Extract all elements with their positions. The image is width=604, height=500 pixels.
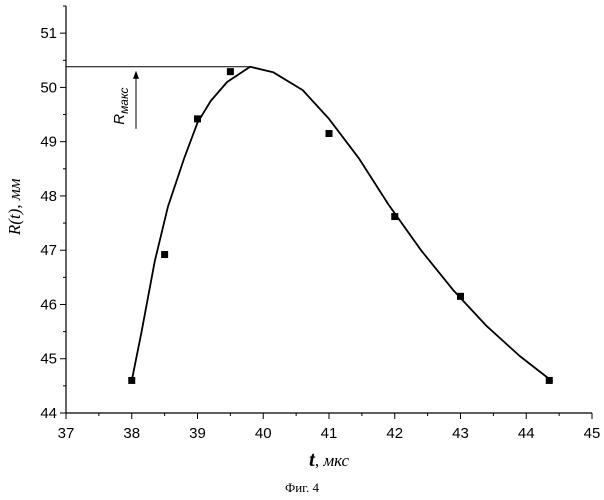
x-tick-label: 44 (518, 425, 535, 442)
x-tick-label: 37 (58, 425, 75, 442)
rmax-label-main: R (111, 114, 128, 125)
x-tick-label: 40 (255, 425, 272, 442)
x-tick-label: 45 (584, 425, 601, 442)
data-point-marker (128, 377, 135, 384)
y-tick-label: 51 (40, 25, 57, 42)
data-point-marker (457, 293, 464, 300)
fit-curve (132, 67, 553, 382)
x-tick-label: 38 (123, 425, 140, 442)
data-point-marker (391, 213, 398, 220)
y-tick-label: 45 (40, 351, 57, 368)
x-axis-title-separator: , (315, 451, 324, 470)
data-point-marker (161, 251, 168, 258)
data-point-marker (227, 68, 234, 75)
y-tick-label: 44 (40, 405, 57, 422)
data-point-marker (546, 377, 553, 384)
x-tick-label: 42 (386, 425, 403, 442)
x-tick-label: 41 (321, 425, 338, 442)
y-axis-title: R(t), мм (5, 178, 24, 236)
annotation-layer: Rмакс (66, 67, 250, 129)
y-tick-label: 50 (40, 79, 57, 96)
y-axis-title-main: R(t) (5, 208, 24, 236)
figure-caption: Фиг. 4 (285, 480, 320, 495)
axes-layer (60, 6, 592, 419)
rmax-label: Rмакс (111, 87, 131, 124)
y-axis-title-separator: , (5, 200, 24, 209)
data-point-marker (326, 130, 333, 137)
y-tick-label: 48 (40, 188, 57, 205)
x-axis-title-unit: мкс (322, 451, 349, 470)
x-tick-label: 39 (189, 425, 206, 442)
y-tick-label: 47 (40, 242, 57, 259)
y-tick-label: 46 (40, 296, 57, 313)
data-point-marker (194, 115, 201, 122)
x-tick-label: 43 (452, 425, 469, 442)
label-layer: 37 38 39 40 41 42 43 44 45 44 45 46 47 48 49 50 51 t, мкс… (5, 25, 600, 495)
data-layer (128, 67, 553, 384)
rmax-label-sub: макс (117, 87, 131, 113)
y-axis-title-unit: мм (5, 178, 24, 201)
rmax-arrowhead (133, 71, 139, 79)
y-tick-label: 49 (40, 134, 57, 151)
x-axis-title: t, мкс (309, 447, 349, 471)
